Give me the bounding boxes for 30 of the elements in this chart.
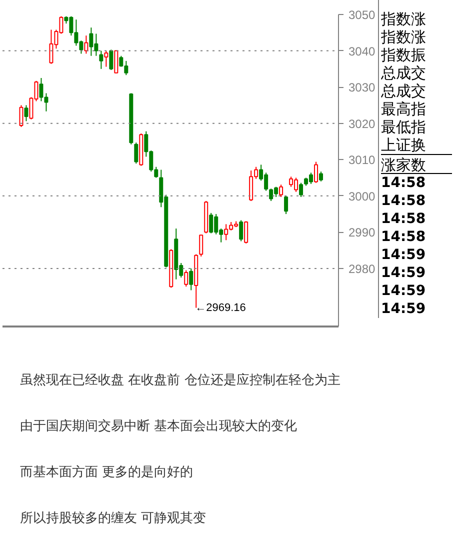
text: 涨家数 — [381, 154, 452, 174]
text: 14:58 — [381, 228, 427, 246]
y-tick-label: 3050 — [348, 8, 376, 22]
text: 指数振 — [381, 46, 427, 64]
text: 14:59 — [381, 300, 427, 318]
text: 14:59 — [381, 282, 427, 300]
y-tick-label: 3030 — [348, 80, 376, 95]
y-tick-label: 2990 — [348, 226, 376, 240]
y-tick-label: 3040 — [348, 44, 376, 58]
y-tick-label: 3000 — [348, 189, 376, 204]
text: 由于国庆期间交易中断 基本面会出现较大的变化 — [20, 418, 298, 436]
text: 虽然现在已经收盘 在收盘前 仓位还是应控制在轻仓为主 — [20, 372, 340, 390]
text: 14:58 — [381, 210, 427, 228]
text: 指数涨 — [381, 10, 427, 28]
text: 最低指 — [381, 118, 427, 136]
y-tick-label: 2980 — [348, 262, 376, 276]
text: 上证换 — [381, 136, 427, 154]
y-tick-label: 3010 — [348, 153, 376, 168]
text: 而基本面方面 更多的是向好的 — [20, 464, 194, 482]
text: 所以持股较多的缠友 可静观其变 — [20, 510, 208, 528]
text: 指数涨 — [381, 28, 427, 46]
text: 最高指 — [381, 100, 427, 118]
y-tick-label: 3020 — [348, 116, 376, 131]
text: 14:58 — [381, 174, 427, 192]
text: 14:58 — [381, 192, 427, 210]
text: 总成交 — [381, 82, 427, 100]
text: 总成交 — [381, 64, 427, 82]
annotation: ←2969.16 — [195, 302, 246, 314]
text: 14:59 — [381, 264, 427, 282]
text: 14:59 — [381, 246, 427, 264]
